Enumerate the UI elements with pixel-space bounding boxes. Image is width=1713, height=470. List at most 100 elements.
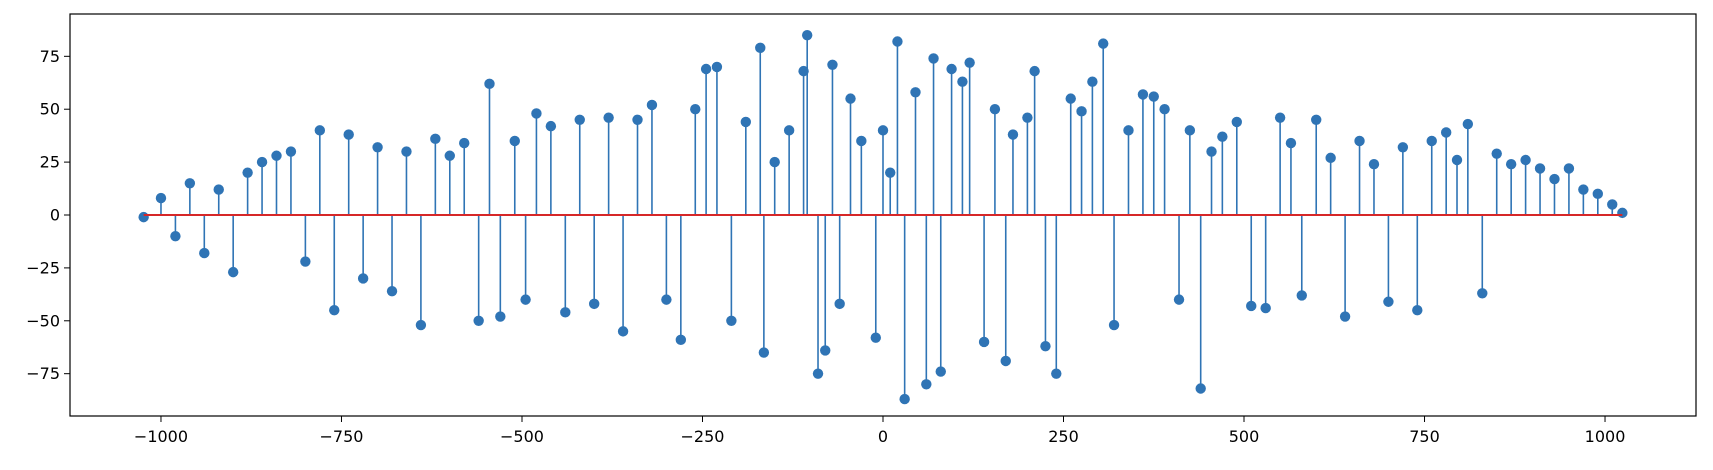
stem-marker	[1040, 340, 1051, 352]
stem-marker	[1195, 383, 1206, 394]
stem-marker	[588, 298, 600, 310]
stem-marker	[1159, 104, 1170, 115]
stem-marker	[957, 76, 968, 87]
stem-marker	[1563, 163, 1575, 174]
stem-marker	[473, 315, 484, 326]
stem-marker	[1051, 368, 1062, 379]
stem-marker	[632, 114, 643, 125]
stem-marker	[899, 393, 910, 405]
stem-marker	[372, 142, 383, 153]
y-tick-label: 75	[40, 47, 60, 66]
stem-marker	[1098, 38, 1109, 49]
y-tick-label: 50	[40, 100, 60, 119]
stem-marker	[271, 150, 282, 161]
stem-marker	[661, 294, 672, 305]
stem-marker	[877, 125, 889, 136]
stem-marker	[386, 285, 398, 297]
stem-marker	[928, 53, 939, 64]
stem-marker	[1206, 146, 1217, 157]
stem-marker	[834, 298, 845, 310]
stem-marker	[1007, 129, 1019, 140]
stem-marker	[1246, 300, 1257, 312]
stem-marker	[1534, 163, 1546, 174]
stem-marker	[1311, 114, 1322, 125]
stem-marker	[444, 150, 455, 161]
stem-marker	[155, 192, 167, 204]
stem-marker	[1592, 188, 1604, 200]
stem-marker	[1477, 288, 1488, 299]
stem-marker	[314, 125, 326, 136]
stem-marker	[675, 334, 687, 346]
stem-marker	[646, 99, 658, 111]
stem-marker	[870, 332, 881, 343]
stem-marker	[798, 65, 809, 77]
x-tick-label: −250	[681, 427, 725, 446]
stem-marker	[1607, 199, 1618, 210]
stem-marker	[1065, 93, 1076, 104]
stem-marker	[1491, 148, 1502, 159]
stem-marker	[758, 347, 770, 358]
stem-marker	[1578, 184, 1589, 195]
stem-marker	[827, 59, 838, 70]
stem-marker	[1520, 154, 1531, 166]
stem-marker	[545, 120, 557, 132]
x-tick-label: 500	[1229, 427, 1260, 446]
x-tick-label: −500	[500, 427, 544, 446]
stem-marker	[1354, 135, 1365, 147]
stem-marker	[921, 379, 932, 390]
stem-marker	[845, 93, 856, 104]
stem-marker	[1260, 302, 1271, 314]
stem-marker	[617, 326, 629, 337]
y-tick-label: 0	[50, 206, 60, 225]
x-tick-label: −750	[320, 427, 364, 446]
stem-marker	[1217, 131, 1228, 142]
stem-marker	[978, 336, 990, 348]
stem-marker	[184, 178, 196, 189]
stem-marker	[740, 116, 752, 128]
stem-marker	[1296, 290, 1307, 301]
stem-marker	[603, 112, 614, 123]
stem-marker	[520, 294, 531, 305]
stem-marker	[1274, 112, 1286, 123]
stem-marker	[415, 319, 427, 331]
x-tick-label: −1000	[134, 427, 188, 446]
stem-marker	[1412, 305, 1423, 316]
stem-marker	[1076, 106, 1087, 117]
stem-marker	[1451, 154, 1463, 166]
stem-marker	[1426, 135, 1437, 147]
stem-marker	[690, 104, 701, 115]
stem-marker	[430, 133, 441, 145]
stem-marker	[1505, 159, 1517, 170]
x-axis-ticks: −1000 −750 −500 −250 0 250 500 750 1000	[134, 416, 1625, 446]
stem-marker	[1440, 127, 1452, 138]
stem-marker	[509, 135, 520, 147]
stem-marker	[1022, 112, 1033, 123]
stem-marker	[1123, 125, 1134, 136]
stem-marker	[560, 307, 571, 318]
stem-marker	[946, 63, 957, 75]
stem-marker	[401, 146, 412, 157]
stem-marker	[700, 63, 712, 75]
stem-marker	[1383, 296, 1394, 307]
stem-marker	[856, 135, 867, 147]
stems-layer	[142, 35, 1624, 400]
stem-marker	[1617, 207, 1628, 219]
stem-marker	[935, 366, 946, 377]
stem-marker	[199, 247, 210, 259]
stem-marker	[1000, 355, 1011, 367]
y-axis-ticks: −75 −50 −25 0 25 50 75	[26, 47, 70, 383]
stem-marker	[300, 256, 311, 267]
stem-marker	[1087, 76, 1098, 87]
stem-marker	[801, 29, 813, 41]
stem-marker	[329, 305, 340, 316]
stem-marker	[256, 156, 268, 168]
stem-marker	[769, 156, 780, 168]
x-tick-label: 1000	[1585, 427, 1626, 446]
stem-marker	[242, 167, 253, 178]
stem-marker	[711, 61, 723, 73]
stem-marker	[1462, 118, 1474, 130]
stem-marker	[459, 137, 470, 149]
stem-marker	[1368, 159, 1380, 170]
y-tick-label: 25	[40, 153, 60, 172]
